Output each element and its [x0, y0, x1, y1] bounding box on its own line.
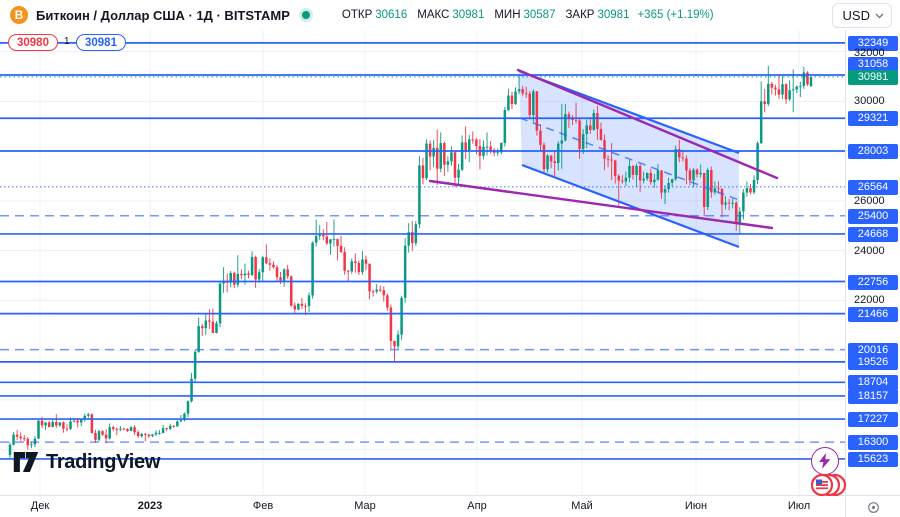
tradingview-mark-icon: [13, 452, 39, 472]
time-axis[interactable]: Дек 2023 Фев Мар Апр Май Июн Июл: [0, 495, 845, 517]
time-axis-label: 2023: [137, 500, 163, 512]
ohlc-label: ОТКР: [341, 9, 373, 21]
ohlc-value: 30981: [597, 9, 630, 21]
time-axis-label: Фев: [252, 500, 274, 512]
price-axis-label: 24668: [848, 226, 898, 242]
current-price-label: 30981: [848, 69, 898, 85]
price-axis-label: 19526: [848, 354, 898, 370]
order-quantity: 1: [64, 36, 70, 47]
bitcoin-icon: B: [10, 6, 28, 24]
time-axis-label: Май: [571, 500, 593, 512]
price-axis-label: 16300: [848, 434, 898, 450]
ohlc-label: МИН: [494, 9, 521, 21]
price-axis-label: 30000: [854, 94, 885, 107]
ohlc-label: МАКС: [417, 9, 450, 21]
price-axis-label: 18704: [848, 374, 898, 390]
chart-pane[interactable]: [0, 30, 845, 495]
time-axis-label: Апр: [467, 500, 487, 512]
chart-header: B Биткоин / Доллар США · 1Д · BITSTAMP О…: [0, 0, 900, 30]
chart-canvas[interactable]: [0, 30, 845, 495]
price-axis-label: 32000: [854, 46, 885, 59]
price-axis-label: 28003: [848, 143, 898, 159]
price-axis-label: 21466: [848, 306, 898, 322]
price-axis-label: 32349: [848, 35, 898, 51]
time-axis-label: Мар: [354, 500, 376, 512]
lightning-icon: [819, 453, 831, 469]
currency-label: USD: [842, 8, 870, 23]
stop-price-flag[interactable]: 30980: [8, 34, 58, 51]
alert-lightning-button[interactable]: [811, 447, 839, 475]
price-axis-label: 15623: [848, 451, 898, 467]
price-axis-label: 20016: [848, 342, 898, 358]
tradingview-logo[interactable]: TradingView: [13, 449, 160, 475]
axis-settings-button[interactable]: [845, 495, 900, 517]
currency-dropdown[interactable]: USD: [831, 3, 892, 28]
price-axis-label: 17227: [848, 411, 898, 427]
price-axis-label: 22000: [854, 293, 885, 306]
time-axis-label: Июл: [787, 500, 811, 512]
market-status-dot: [301, 11, 310, 19]
time-axis-label: Июн: [684, 500, 708, 512]
symbol-title[interactable]: Биткоин / Доллар США · 1Д · BITSTAMP: [36, 7, 290, 23]
change-value: +365 (+1.19%): [637, 9, 714, 21]
currency-flags-button[interactable]: [810, 472, 848, 503]
price-axis[interactable]: 32349 32000 31058 30981 30000 29321 28003 26564…: [845, 30, 900, 495]
price-axis-label: 26564: [848, 179, 898, 195]
flags-icon: [810, 473, 847, 497]
gear-icon: [868, 501, 879, 513]
tradingview-wordmark: TradingView: [46, 450, 161, 473]
ohlc-row: ОТКР 30616 МАКС 30981 МИН 30587 ЗАКР 30981: [332, 9, 630, 21]
ohlc-value: 30616: [375, 9, 408, 21]
price-axis-label: 26000: [854, 194, 885, 207]
price-axis-label: 25400: [848, 208, 898, 224]
time-axis-label: Дек: [30, 500, 50, 512]
price-axis-label: 24000: [854, 244, 885, 257]
limit-price-flag[interactable]: 30981: [76, 34, 126, 51]
ohlc-value: 30981: [452, 9, 485, 21]
ohlc-value: 30587: [523, 9, 556, 21]
price-axis-label: 29321: [848, 110, 898, 126]
price-axis-label: 31058: [848, 56, 898, 72]
ohlc-label: ЗАКР: [565, 9, 595, 21]
chevron-down-icon: [875, 13, 884, 18]
price-axis-label: 18157: [848, 388, 898, 404]
price-axis-label: 22756: [848, 274, 898, 290]
